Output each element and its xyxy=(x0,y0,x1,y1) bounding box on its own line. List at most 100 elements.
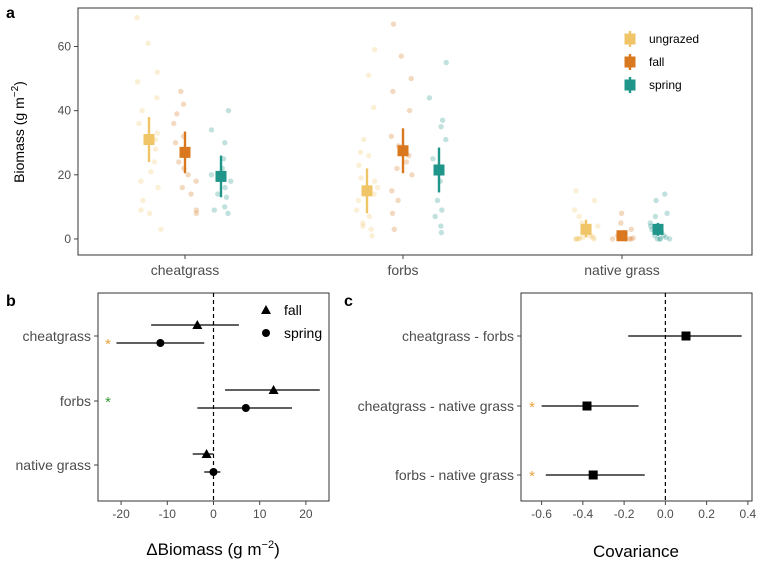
raw-point-ungrazed xyxy=(139,107,145,114)
raw-point-ungrazed xyxy=(358,175,364,181)
y-tick-label: 40 xyxy=(58,104,72,118)
raw-point-fall xyxy=(628,226,634,233)
raw-point-ungrazed xyxy=(151,159,158,165)
legend-label-fall: fall xyxy=(649,55,664,69)
raw-point-spring xyxy=(647,220,653,226)
raw-point-spring xyxy=(222,204,228,210)
raw-point-fall xyxy=(630,235,636,241)
panel-a-y-ticks: 0 20 40 60 xyxy=(58,39,78,246)
marker-spring xyxy=(156,339,165,347)
raw-point-ungrazed xyxy=(134,79,141,85)
panel-a-label: a xyxy=(6,5,15,22)
raw-point-ungrazed xyxy=(360,220,366,226)
raw-point-fall xyxy=(171,120,177,127)
panel-a-y-label-sup: −2 xyxy=(10,85,21,97)
raw-point-ungrazed xyxy=(370,104,377,111)
raw-point-fall xyxy=(390,88,396,95)
panel-c-frame xyxy=(520,292,753,502)
significance-asterisk: * xyxy=(105,336,111,353)
raw-point-spring xyxy=(434,197,441,204)
panel-b-y-categories: cheatgrass forbs native grass xyxy=(16,328,98,473)
raw-point-ungrazed xyxy=(138,207,144,213)
legend-label-spring: spring xyxy=(649,78,682,92)
raw-point-ungrazed xyxy=(576,235,582,242)
y-tick-label: 60 xyxy=(58,39,72,53)
panel-b-label: b xyxy=(6,293,16,310)
marker-spring xyxy=(241,404,250,412)
raw-point-spring xyxy=(211,207,217,213)
x-tick-label: -0.4 xyxy=(573,507,594,521)
raw-point-fall xyxy=(179,184,185,191)
mean-marker-ungrazed xyxy=(143,134,155,146)
raw-point-ungrazed xyxy=(145,40,151,46)
x-tick-label-cheatgrass: cheatgrass xyxy=(151,262,219,278)
raw-point-ungrazed xyxy=(158,226,164,233)
raw-point-ungrazed xyxy=(154,130,161,136)
panel-c-label: c xyxy=(344,293,353,310)
x-tick-label-native-grass: native grass xyxy=(584,262,659,278)
raw-point-ungrazed xyxy=(369,233,375,239)
raw-point-spring xyxy=(666,236,673,242)
raw-point-ungrazed xyxy=(154,95,160,101)
raw-point-ungrazed xyxy=(580,234,586,241)
x-tick-label: -10 xyxy=(159,507,177,521)
raw-point-spring xyxy=(225,210,231,216)
panel-c: c cheatgrass - forbs cheatgrass - native … xyxy=(344,292,757,561)
raw-point-fall xyxy=(626,236,633,242)
raw-point-ungrazed xyxy=(353,207,360,213)
raw-point-spring xyxy=(426,95,433,101)
x-tick-label: 0.4 xyxy=(740,507,757,521)
raw-point-spring xyxy=(208,127,215,133)
panel-c-x-ticks: -0.6 -0.4 -0.2 0.0 0.2 0.4 xyxy=(531,501,757,521)
panel-b-marks: ** xyxy=(105,293,320,501)
raw-point-fall xyxy=(618,220,624,226)
raw-point-ungrazed xyxy=(371,47,378,53)
raw-point-fall xyxy=(628,236,634,242)
raw-point-ungrazed xyxy=(371,191,377,197)
panel-c-y-categories: cheatgrass - forbs cheatgrass - native gr… xyxy=(358,328,521,483)
panel-b: b cheatgrass forbs native grass -20 -10 0 10 2… xyxy=(6,292,330,559)
raw-point-spring xyxy=(228,178,234,184)
raw-point-ungrazed xyxy=(572,236,579,242)
x-tick-label: 20 xyxy=(299,507,313,521)
raw-point-spring xyxy=(222,184,228,191)
panel-a-y-label-end: ) xyxy=(11,81,27,86)
x-tick-label: 10 xyxy=(253,507,267,521)
raw-point-ungrazed xyxy=(146,210,153,216)
raw-point-spring xyxy=(432,213,438,220)
raw-point-fall xyxy=(185,172,191,178)
raw-point-spring xyxy=(653,197,659,204)
panel-a-x-categories: cheatgrass forbs native grass xyxy=(151,255,660,278)
raw-point-spring xyxy=(663,234,669,241)
raw-point-ungrazed xyxy=(140,197,146,204)
raw-point-fall xyxy=(389,188,395,194)
panel-a-y-axis-label: Biomass (g m−2) xyxy=(10,81,27,183)
x-tick-label: -20 xyxy=(112,507,130,521)
marker-spring xyxy=(209,468,218,476)
raw-point-fall xyxy=(406,107,413,114)
mean-marker-spring xyxy=(433,164,445,176)
raw-point-ungrazed xyxy=(591,197,598,204)
marker-forbs-native-grass xyxy=(588,470,598,480)
mean-marker-fall xyxy=(616,230,628,242)
raw-point-fall xyxy=(390,21,397,27)
raw-point-spring xyxy=(438,223,444,229)
raw-point-spring xyxy=(438,123,444,130)
panel-a-raw-points xyxy=(134,14,673,242)
raw-point-ungrazed xyxy=(136,120,142,127)
marker-cheatgrass-native-grass xyxy=(582,401,592,411)
panel-b-x-ticks: -20 -10 0 10 20 xyxy=(112,501,313,521)
raw-point-spring xyxy=(657,236,663,242)
panel-b-x-axis-label: ΔBiomass (g m−2) xyxy=(146,539,279,559)
raw-point-ungrazed xyxy=(374,184,381,191)
legend-label-fall: fall xyxy=(284,302,302,318)
raw-point-spring xyxy=(664,210,670,216)
raw-point-ungrazed xyxy=(366,72,372,79)
raw-point-fall xyxy=(398,53,404,59)
raw-point-fall xyxy=(180,101,187,107)
panel-b-x-label-sup: −2 xyxy=(262,539,275,551)
raw-point-ungrazed xyxy=(574,236,580,242)
raw-point-spring xyxy=(647,223,654,229)
raw-point-ungrazed xyxy=(154,69,161,75)
y-tick-label-native-grass: native grass xyxy=(16,457,91,473)
